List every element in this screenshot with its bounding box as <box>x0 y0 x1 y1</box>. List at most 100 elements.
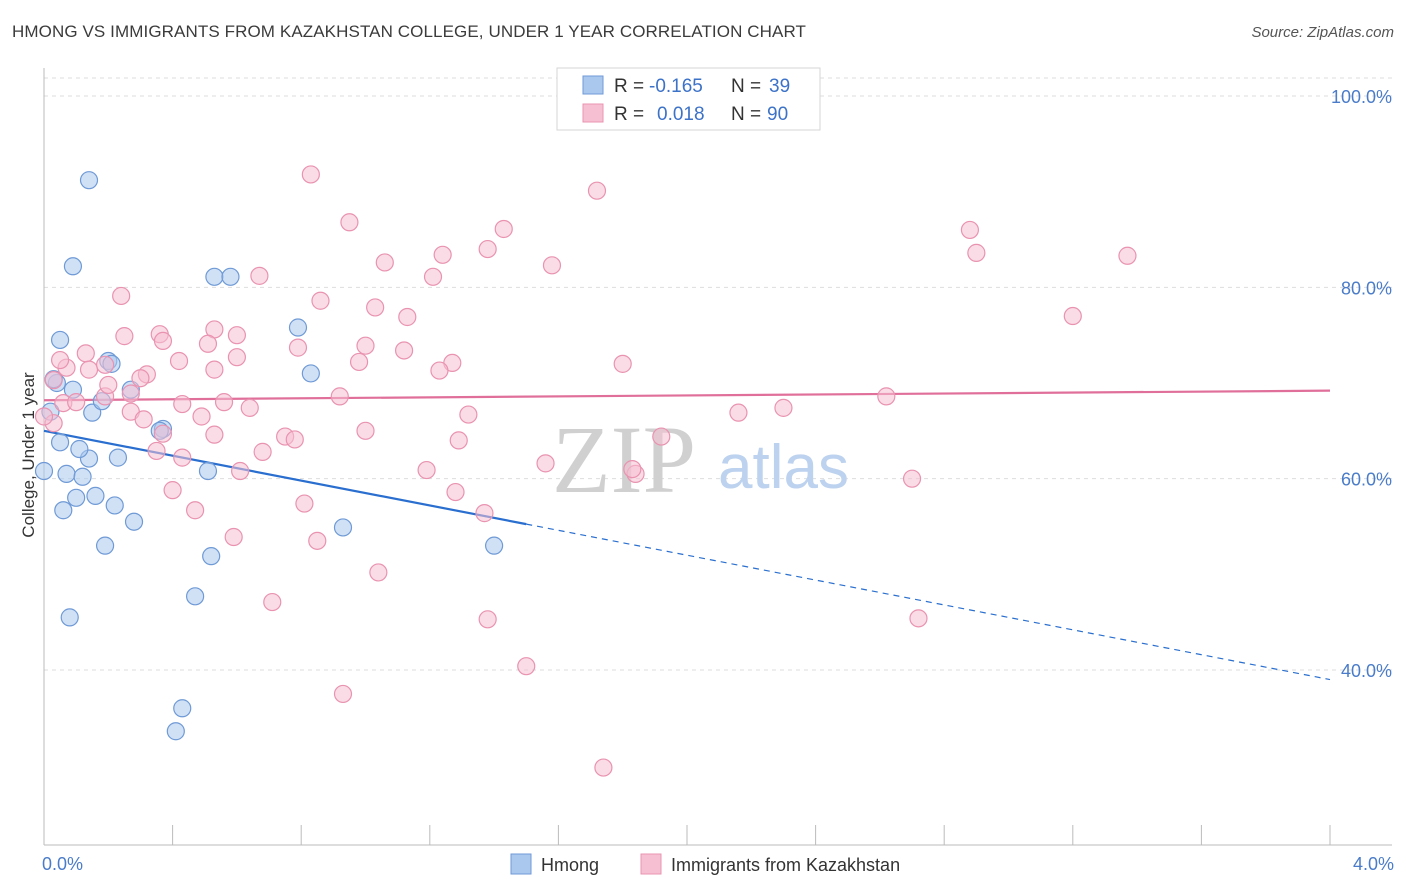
point-kazakhstan <box>774 398 793 417</box>
watermark-atlas: atlas <box>718 433 849 502</box>
legend-r-value-kazakhstan: 0.018 <box>657 104 705 125</box>
legend-swatch-kazakhstan <box>582 103 604 123</box>
point-kazakhstan <box>960 220 980 240</box>
series-legend: Hmong Immigrants from Kazakhstan <box>510 853 900 875</box>
point-kazakhstan <box>227 326 246 345</box>
point-hmong <box>288 318 308 337</box>
point-kazakhstan <box>198 334 218 353</box>
point-kazakhstan <box>369 563 388 582</box>
point-kazakhstan <box>227 348 246 367</box>
point-kazakhstan <box>356 421 375 440</box>
x-tick-label: 0.0% <box>42 854 83 874</box>
point-kazakhstan <box>349 352 369 372</box>
point-kazakhstan <box>95 355 115 374</box>
point-hmong <box>70 439 89 459</box>
point-kazakhstan <box>394 341 414 360</box>
point-kazakhstan <box>877 387 896 406</box>
x-tick-label: 4.0% <box>1353 854 1394 874</box>
point-kazakhstan <box>623 460 642 479</box>
point-hmong <box>105 496 124 515</box>
point-kazakhstan <box>356 336 375 355</box>
bottom-legend-swatch-hmong <box>510 853 532 875</box>
legend-n-label-hmong: N = <box>731 76 761 97</box>
point-kazakhstan <box>478 239 497 259</box>
point-kazakhstan <box>308 531 327 550</box>
point-kazakhstan <box>214 393 234 412</box>
legend-swatch-hmong <box>582 75 604 95</box>
watermark-zip: ZIP <box>552 406 696 513</box>
point-kazakhstan <box>231 461 250 481</box>
y-tick-label: 100.0% <box>1331 87 1392 107</box>
point-hmong <box>86 486 105 505</box>
point-hmong <box>108 448 128 467</box>
point-kazakhstan <box>253 442 272 461</box>
point-hmong <box>95 536 115 555</box>
legend-n-label-kazakhstan: N = <box>731 104 761 125</box>
point-hmong <box>63 257 83 276</box>
point-kazakhstan <box>475 504 494 523</box>
trend-line-hmong <box>43 429 527 526</box>
point-kazakhstan <box>909 609 928 628</box>
point-kazakhstan <box>173 394 192 414</box>
bottom-legend-label-kazakhstan: Immigrants from Kazakhstan <box>671 855 900 875</box>
tick-labels: 100.0% 80.0% 60.0% 40.0% 0.0% 4.0% <box>42 87 1394 874</box>
point-kazakhstan <box>542 256 562 275</box>
data-points <box>34 165 1137 777</box>
legend-n-value-hmong: 39 <box>769 76 790 97</box>
point-kazakhstan <box>301 165 320 184</box>
point-kazakhstan <box>1063 306 1082 326</box>
legend-r-label-kazakhstan: R = <box>614 104 644 125</box>
point-kazakhstan <box>224 527 243 547</box>
legend-r-value-hmong: -0.165 <box>649 76 703 97</box>
point-kazakhstan <box>67 393 86 412</box>
point-hmong <box>333 518 353 537</box>
point-hmong <box>73 467 92 486</box>
point-kazakhstan <box>459 405 478 424</box>
point-kazakhstan <box>366 298 385 317</box>
point-hmong <box>173 699 192 718</box>
point-kazakhstan <box>99 375 118 395</box>
point-kazakhstan <box>446 482 465 502</box>
point-kazakhstan <box>375 253 394 272</box>
point-kazakhstan <box>153 424 173 443</box>
point-kazakhstan <box>613 354 632 373</box>
point-kazakhstan <box>192 407 211 426</box>
point-kazakhstan <box>76 344 95 363</box>
point-kazakhstan <box>1118 246 1137 265</box>
point-hmong <box>124 512 144 531</box>
watermark: ZIP atlas <box>552 406 849 513</box>
source-credit: Source: ZipAtlas.com <box>1251 24 1394 41</box>
point-kazakhstan <box>288 338 308 357</box>
point-kazakhstan <box>205 425 224 444</box>
bottom-legend-swatch-kazakhstan <box>640 853 662 875</box>
point-hmong <box>34 461 54 481</box>
point-kazakhstan <box>115 327 134 346</box>
point-hmong <box>50 433 70 452</box>
point-kazakhstan <box>173 448 192 467</box>
chart-title: HMONG VS IMMIGRANTS FROM KAZAKHSTAN COLL… <box>12 22 807 41</box>
point-kazakhstan <box>163 481 182 500</box>
point-kazakhstan <box>50 350 70 370</box>
point-kazakhstan <box>517 657 536 676</box>
point-kazakhstan <box>449 431 468 450</box>
point-kazakhstan <box>587 181 607 200</box>
point-hmong <box>67 488 86 507</box>
trend-line-kazakhstan <box>43 389 1331 402</box>
point-kazakhstan <box>536 454 555 473</box>
point-kazakhstan <box>121 384 140 403</box>
bottom-legend-label-hmong: Hmong <box>541 855 599 875</box>
point-kazakhstan <box>153 331 173 351</box>
point-kazakhstan <box>729 403 748 422</box>
point-hmong <box>50 330 70 350</box>
trend-lines <box>43 389 1331 681</box>
point-kazakhstan <box>240 398 259 417</box>
point-kazakhstan <box>186 501 205 520</box>
point-hmong <box>57 464 76 483</box>
correlation-legend: R = -0.165 N = 39 R = 0.018 N = 90 <box>556 67 821 131</box>
point-kazakhstan <box>902 469 922 488</box>
y-tick-label: 40.0% <box>1341 661 1392 681</box>
point-kazakhstan <box>478 610 497 629</box>
point-kazakhstan <box>263 592 282 612</box>
point-hmong <box>166 722 185 741</box>
